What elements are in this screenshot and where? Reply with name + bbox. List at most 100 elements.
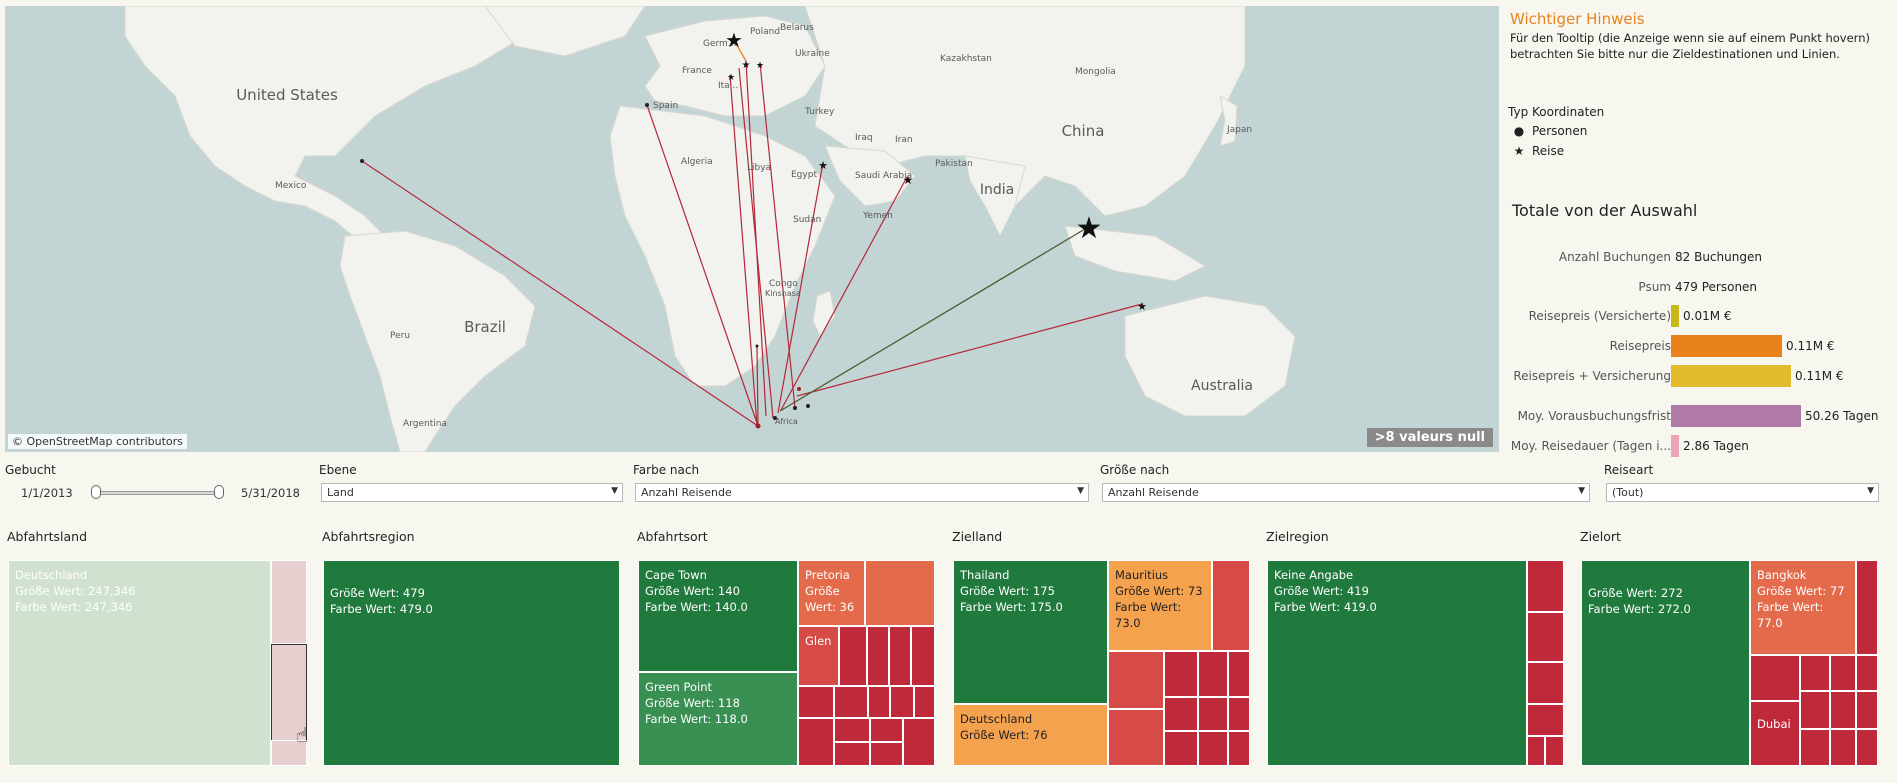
treemap-cell[interactable] [1750, 655, 1800, 701]
treemap-cell-glen[interactable]: Glen [798, 626, 839, 686]
treemap-cell[interactable] [1108, 709, 1164, 766]
treemap-cell[interactable] [870, 718, 903, 742]
land-south-america [339, 230, 536, 452]
treemap-cell[interactable] [798, 686, 834, 718]
date-to[interactable]: 5/31/2018 [241, 486, 300, 500]
farbe-dropdown[interactable]: Anzahl Reisende ▼ [635, 483, 1089, 502]
null-values-badge[interactable]: >8 valeurs null [1366, 428, 1493, 447]
treemap-zielort[interactable]: Größe Wert: 272 Farbe Wert: 272.0 Bangko… [1581, 560, 1878, 766]
treemap-cell[interactable] [1545, 736, 1564, 766]
treemap-cell[interactable] [868, 686, 890, 718]
groesse-dropdown[interactable]: Anzahl Reisende ▼ [1102, 483, 1590, 502]
totals-row[interactable]: Reisepreis + Versicherung 0.11M € [1508, 365, 1897, 387]
treemap-cell[interactable] [1228, 651, 1250, 697]
treemap-cell[interactable] [1228, 697, 1250, 731]
treemap-cell[interactable] [914, 686, 935, 718]
treemap-cell[interactable] [1800, 691, 1830, 729]
treemap-cell[interactable] [1856, 691, 1878, 729]
treemap-cell[interactable] [834, 742, 870, 766]
legend-item-reise[interactable]: ★ Reise [1512, 144, 1565, 158]
groesse-value: Anzahl Reisende [1108, 486, 1199, 499]
date-slider-track[interactable] [95, 491, 219, 495]
treemap-cell[interactable] [1527, 704, 1564, 736]
treemap-abfahrtsregion[interactable]: Größe Wert: 479 Farbe Wert: 479.0 [323, 560, 620, 766]
world-map[interactable]: ★ ★ ★ ★ ★ ★ ★ ★ United States Mexico Bra… [5, 6, 1499, 452]
treemap-cell[interactable] [1527, 560, 1564, 612]
star-icon: ★ [1513, 144, 1525, 158]
ebene-value: Land [327, 486, 354, 499]
treemap-abfahrtsort[interactable]: Cape Town Größe Wert: 140 Farbe Wert: 14… [638, 560, 935, 766]
treemap-cell[interactable] [1830, 691, 1856, 729]
treemap-cell-dubai[interactable]: Dubai [1750, 701, 1800, 766]
treemap-cell[interactable] [271, 740, 307, 766]
treemap-cell-region[interactable]: Größe Wert: 479 Farbe Wert: 479.0 [323, 560, 620, 766]
map-attribution[interactable]: © OpenStreetMap contributors [8, 434, 187, 449]
treemap-cell[interactable] [834, 718, 870, 742]
treemap-cell[interactable] [890, 686, 914, 718]
treemap-abfahrtsland[interactable]: Deutschland Größe Wert: 247,346 Farbe We… [8, 560, 308, 766]
label-australia: Australia [1191, 378, 1253, 394]
treemap-title-abfahrtsort: Abfahrtsort [637, 529, 708, 544]
treemap-cell[interactable] [1830, 729, 1856, 766]
treemap-cell[interactable] [1856, 729, 1878, 766]
treemap-cell-deutschland[interactable]: Deutschland Größe Wert: 247,346 Farbe We… [8, 560, 271, 766]
treemap-cell[interactable] [903, 718, 935, 766]
treemap-cell[interactable] [271, 560, 307, 644]
treemap-cell[interactable] [1800, 729, 1830, 766]
treemap-cell-zielort-main[interactable]: Größe Wert: 272 Farbe Wert: 272.0 [1581, 560, 1750, 766]
treemap-cell-bangkok[interactable]: Bangkok Größe Wert: 77 Farbe Wert: 77.0 [1750, 560, 1856, 655]
treemap-cell[interactable] [1164, 697, 1198, 731]
treemap-cell[interactable] [1164, 651, 1198, 697]
treemap-cell-deutschland[interactable]: Deutschland Größe Wert: 76 [953, 704, 1108, 766]
treemap-cell-pretoria[interactable]: Pretoria Größe Wert: 36 [798, 560, 865, 626]
treemap-cell[interactable] [839, 626, 867, 686]
treemap-cell[interactable] [1198, 731, 1228, 766]
treemap-cell[interactable] [1800, 655, 1830, 691]
totals-row[interactable]: Anzahl Buchungen 82 Buchungen [1508, 246, 1897, 268]
treemap-cell[interactable] [911, 626, 935, 686]
totals-value: 50.26 Tagen [1805, 409, 1879, 423]
treemap-cell[interactable] [889, 626, 911, 686]
legend-item-personen[interactable]: ● Personen [1512, 124, 1588, 138]
treemap-cell-green-point[interactable]: Green Point Größe Wert: 118 Farbe Wert: … [638, 672, 798, 766]
treemap-zielland[interactable]: Thailand Größe Wert: 175 Farbe Wert: 175… [953, 560, 1250, 766]
star-thailand: ★ [1076, 211, 1103, 246]
treemap-cell-cape-town[interactable]: Cape Town Größe Wert: 140 Farbe Wert: 14… [638, 560, 798, 672]
treemap-cell[interactable] [834, 686, 868, 718]
treemap-cell[interactable] [1198, 697, 1228, 731]
label-libya: Libya [747, 163, 771, 173]
treemap-cell[interactable] [1856, 560, 1878, 655]
treemap-cell-mauritius[interactable]: Mauritius Größe Wert: 73 Farbe Wert: 73.… [1108, 560, 1212, 651]
treemap-cell[interactable] [1164, 731, 1198, 766]
date-slider-start-handle[interactable] [91, 485, 101, 499]
treemap-cell[interactable] [1856, 655, 1878, 691]
treemap-cell[interactable] [1527, 736, 1545, 766]
treemap-cell[interactable] [867, 626, 889, 686]
label-spain: Spain [653, 101, 678, 111]
totals-row[interactable]: Reisepreis 0.11M € [1508, 335, 1897, 357]
treemap-cell[interactable] [1228, 731, 1250, 766]
totals-row[interactable]: Moy. Vorausbuchungsfrist 50.26 Tagen [1508, 405, 1897, 427]
map-canvas[interactable]: ★ ★ ★ ★ ★ ★ ★ ★ United States Mexico Bra… [5, 6, 1499, 452]
treemap-cell[interactable] [1527, 662, 1564, 704]
reiseart-dropdown[interactable]: (Tout) ▼ [1606, 483, 1879, 502]
treemap-cell[interactable] [798, 718, 834, 766]
treemap-cell[interactable] [1198, 651, 1228, 697]
treemap-title-zielort: Zielort [1580, 529, 1621, 544]
date-slider-end-handle[interactable] [214, 485, 224, 499]
totals-row[interactable]: Psum 479 Personen [1508, 276, 1897, 298]
date-from[interactable]: 1/1/2013 [21, 486, 73, 500]
treemap-cell[interactable] [865, 560, 935, 626]
treemap-cell[interactable] [1108, 651, 1164, 709]
totals-row[interactable]: Moy. Reisedauer (Tagen i... 2.86 Tagen [1508, 435, 1897, 457]
treemap-cell[interactable] [1212, 560, 1250, 651]
treemap-cell-thailand[interactable]: Thailand Größe Wert: 175 Farbe Wert: 175… [953, 560, 1108, 704]
treemap-title-abfahrtsland: Abfahrtsland [7, 529, 88, 544]
treemap-cell-keine-angabe[interactable]: Keine Angabe Größe Wert: 419 Farbe Wert:… [1267, 560, 1527, 766]
treemap-zielregion[interactable]: Keine Angabe Größe Wert: 419 Farbe Wert:… [1267, 560, 1564, 766]
totals-row[interactable]: Reisepreis (Versicherte) 0.01M € [1508, 305, 1897, 327]
treemap-cell[interactable] [870, 742, 903, 766]
ebene-dropdown[interactable]: Land ▼ [321, 483, 623, 502]
treemap-cell[interactable] [1830, 655, 1856, 691]
treemap-cell[interactable] [1527, 612, 1564, 662]
